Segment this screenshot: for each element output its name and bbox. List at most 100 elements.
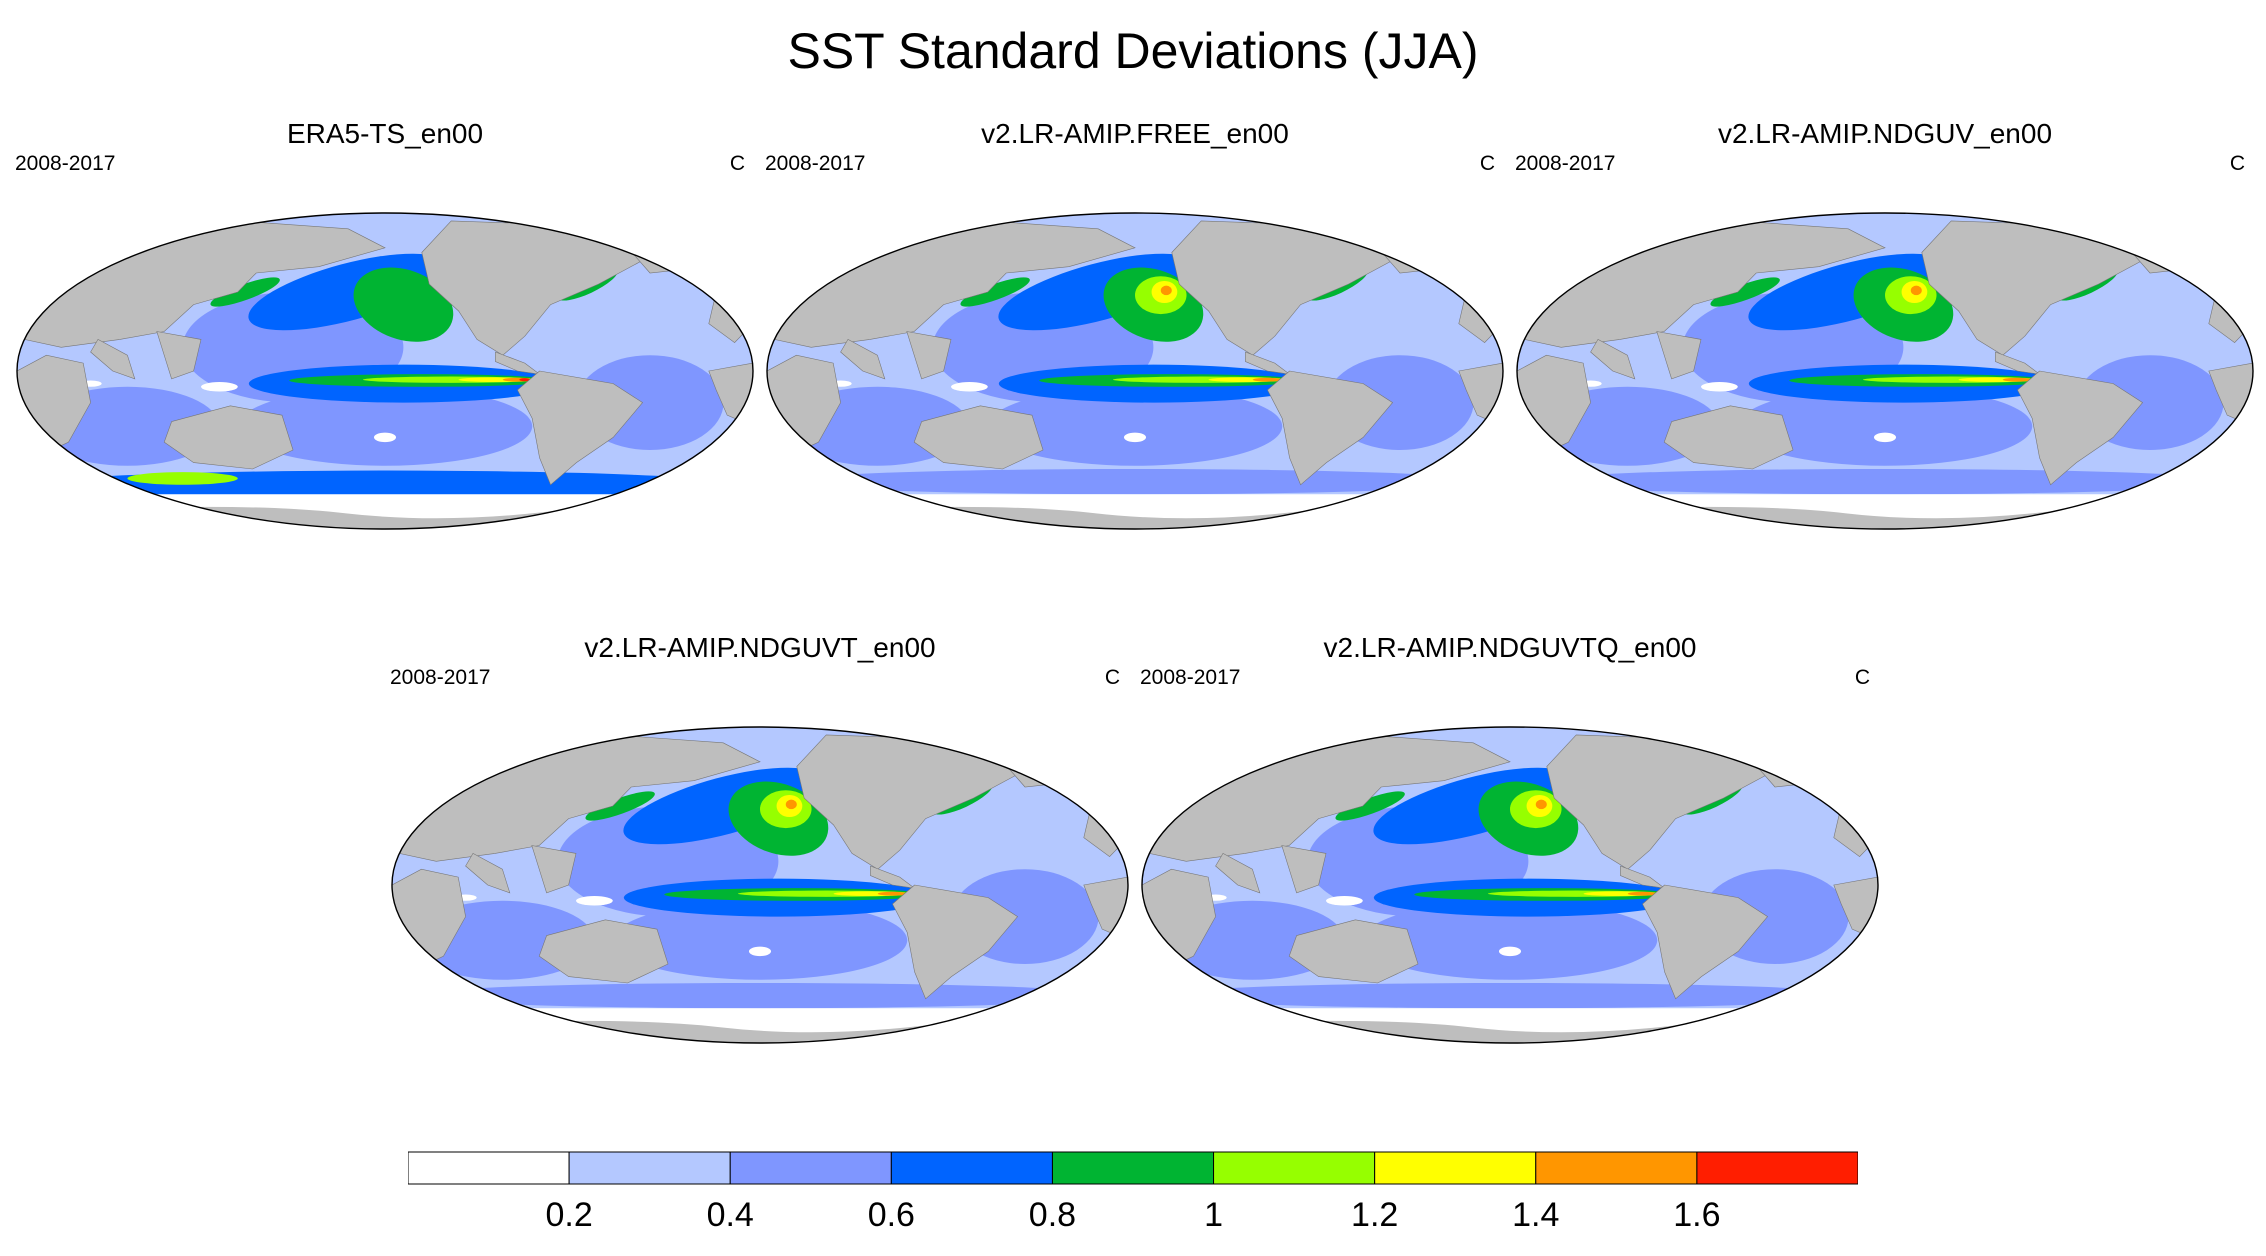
land-south-america bbox=[1267, 370, 1394, 486]
land-antarctica bbox=[1142, 1020, 1878, 1043]
colorbar-swatch bbox=[568, 1151, 731, 1185]
land-central-america bbox=[495, 351, 540, 375]
south-pacific-moderate bbox=[612, 900, 908, 980]
map-outline bbox=[16, 212, 754, 530]
sea-ice-zone bbox=[1517, 494, 2253, 529]
land-indochina bbox=[1281, 845, 1327, 894]
colorbar-swatch bbox=[1374, 1151, 1537, 1185]
panel-period: 2008-2017 bbox=[765, 152, 866, 175]
land-antarctica bbox=[17, 506, 753, 529]
land-australia bbox=[1663, 405, 1794, 470]
kuroshio-current bbox=[1335, 791, 1405, 821]
map-outline bbox=[1516, 212, 2254, 530]
north-pacific-extreme bbox=[785, 799, 797, 810]
map-field bbox=[1142, 727, 1878, 1043]
map-outline bbox=[391, 726, 1129, 1044]
panel-title: v2.LR-AMIP.NDGUV_en00 bbox=[1717, 118, 2053, 149]
land-australia bbox=[163, 405, 294, 470]
low-variability-patch bbox=[576, 896, 613, 906]
panel-units: C bbox=[1479, 152, 1495, 175]
equatorial-pacific-extreme bbox=[519, 378, 531, 382]
panel-period: 2008-2017 bbox=[1515, 152, 1616, 175]
map-field bbox=[1517, 213, 2253, 529]
map-field bbox=[392, 727, 1128, 1043]
low-variability-patch bbox=[1873, 432, 1897, 443]
colorbar-tick-label: 1 bbox=[1204, 1196, 1223, 1234]
panel-units: C bbox=[729, 152, 745, 175]
land-south-america bbox=[2017, 370, 2144, 486]
land-antarctica bbox=[767, 506, 1503, 529]
land-india-sea bbox=[840, 338, 886, 380]
chart-title: SST Standard Deviations (JJA) bbox=[787, 23, 1479, 79]
land-central-america bbox=[1995, 351, 2040, 375]
land-antarctica bbox=[392, 1020, 1128, 1043]
map-panel-era5: ERA5-TS_en00 2008-2017 C bbox=[15, 118, 755, 578]
low-variability-patch bbox=[951, 382, 988, 392]
map-svg bbox=[16, 212, 754, 530]
land-australia bbox=[1288, 919, 1419, 984]
sea-ice-zone bbox=[392, 1008, 1128, 1043]
colorbar-tick-label: 1.6 bbox=[1673, 1196, 1720, 1234]
colorbar-tick-label: 0.8 bbox=[1029, 1196, 1076, 1234]
north-pacific-extreme bbox=[1910, 285, 1922, 296]
colorbar-tick-label: 0.6 bbox=[868, 1196, 915, 1234]
map-field bbox=[767, 213, 1503, 529]
panel-units: C bbox=[1104, 666, 1120, 689]
map-panel-ndguv: v2.LR-AMIP.NDGUV_en00 2008-2017 C bbox=[1515, 118, 2255, 578]
land-indochina bbox=[906, 331, 952, 380]
kuroshio-current bbox=[960, 277, 1030, 307]
north-pacific-core bbox=[353, 267, 454, 342]
land-indochina bbox=[531, 845, 577, 894]
low-variability-patch bbox=[1123, 432, 1147, 443]
colorbar-swatch bbox=[1696, 1151, 1858, 1185]
map-outline bbox=[1141, 726, 1879, 1044]
map-panel-ndguvt: v2.LR-AMIP.NDGUVT_en00 2008-2017 C bbox=[390, 632, 1130, 1092]
north-pacific-extreme bbox=[1160, 285, 1172, 296]
equatorial-pacific-max bbox=[877, 891, 908, 896]
southern-ocean-band bbox=[1535, 468, 2235, 495]
colorbar-tick-label: 0.2 bbox=[545, 1196, 592, 1234]
sea-ice-zone bbox=[767, 494, 1503, 529]
kuroshio-current bbox=[585, 791, 655, 821]
panel-period: 2008-2017 bbox=[1140, 666, 1241, 689]
land-india-sea bbox=[1590, 338, 1636, 380]
map-field bbox=[17, 213, 753, 529]
land-south-america bbox=[1642, 884, 1769, 1000]
south-pacific-moderate bbox=[1737, 386, 2033, 466]
map-panel-free: v2.LR-AMIP.FREE_en00 2008-2017 C bbox=[765, 118, 1505, 578]
colorbar-swatch bbox=[729, 1151, 892, 1185]
colorbar: 0.2 0.4 0.6 0.8 1 1.2 1.4 1.6 bbox=[408, 1151, 1858, 1234]
north-pacific-extreme bbox=[1535, 799, 1547, 810]
land-south-america bbox=[517, 370, 644, 486]
panel-title: v2.LR-AMIP.FREE_en00 bbox=[981, 118, 1289, 149]
panel-period: 2008-2017 bbox=[390, 666, 491, 689]
colorbar-swatch bbox=[408, 1151, 570, 1185]
land-india-sea bbox=[465, 852, 511, 894]
low-variability-patch bbox=[1498, 946, 1522, 957]
colorbar-tick-label: 1.2 bbox=[1351, 1196, 1398, 1234]
map-svg bbox=[766, 212, 1504, 530]
land-south-america bbox=[892, 884, 1019, 1000]
land-indochina bbox=[156, 331, 202, 380]
colorbar-swatch bbox=[1213, 1151, 1376, 1185]
south-pacific-moderate bbox=[987, 386, 1283, 466]
sea-ice-zone bbox=[17, 494, 753, 529]
arctic-extreme bbox=[156, 228, 187, 236]
land-india-sea bbox=[90, 338, 136, 380]
land-australia bbox=[538, 919, 669, 984]
map-svg bbox=[391, 726, 1129, 1044]
low-variability-patch bbox=[1326, 896, 1363, 906]
map-svg bbox=[1516, 212, 2254, 530]
kuroshio-current bbox=[1710, 277, 1780, 307]
panel-units: C bbox=[2229, 152, 2245, 175]
southern-ocean-band bbox=[785, 468, 1485, 495]
land-australia bbox=[913, 405, 1044, 470]
land-antarctica bbox=[1517, 506, 2253, 529]
low-variability-patch bbox=[201, 382, 238, 392]
map-outline bbox=[766, 212, 1504, 530]
southern-ocean-hotspot bbox=[127, 472, 238, 485]
low-variability-patch bbox=[373, 432, 397, 443]
panel-title: ERA5-TS_en00 bbox=[286, 118, 484, 149]
low-variability-patch bbox=[748, 946, 772, 957]
colorbar-swatch bbox=[1051, 1151, 1215, 1185]
